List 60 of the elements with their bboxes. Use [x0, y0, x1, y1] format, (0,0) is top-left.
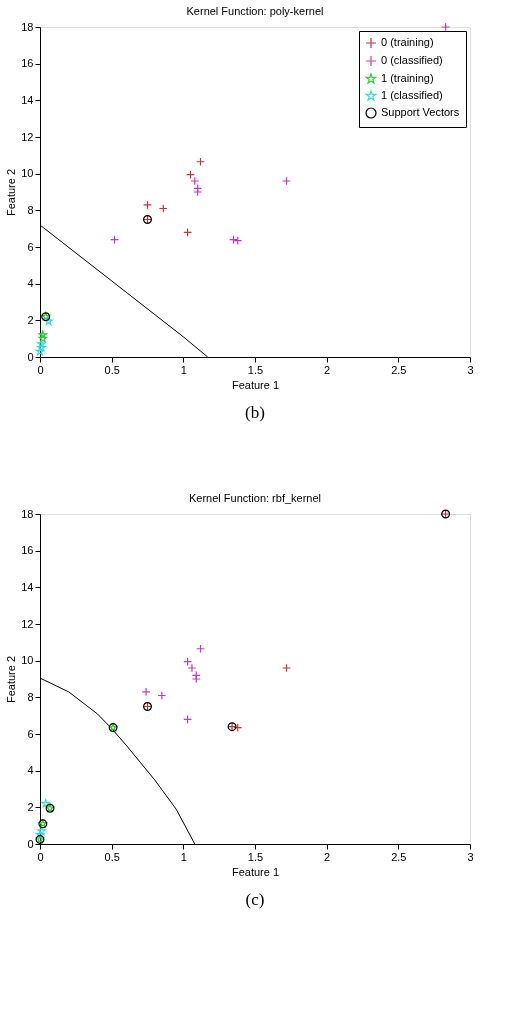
point	[41, 799, 51, 808]
point	[38, 334, 48, 343]
y-tick-label: 8	[27, 203, 34, 216]
y-tick-label: 6	[27, 727, 34, 740]
y-tick-label: 6	[27, 240, 34, 253]
x-tick-label: 1	[180, 363, 187, 376]
x-tick-label: 1	[180, 850, 187, 863]
legend-label: 0 (training)	[381, 36, 434, 48]
legend-label: Support Vectors	[381, 106, 460, 118]
legend-label: 0 (classified)	[381, 54, 443, 66]
y-tick-label: 10	[21, 654, 34, 667]
chart-title: Kernel Function: rbf_kernel	[188, 491, 322, 504]
x-tick-label: 1.5	[247, 363, 264, 376]
point	[44, 316, 53, 325]
y-tick-label: 18	[21, 507, 34, 520]
y-tick-label: 12	[21, 617, 34, 630]
legend-label: 1 (classified)	[381, 89, 443, 101]
point	[282, 176, 292, 186]
text: (c)	[245, 890, 265, 909]
point	[141, 687, 151, 697]
y-tick-label: 18	[21, 20, 34, 33]
point	[38, 330, 48, 339]
chart-title: Kernel Function: poly-kernel	[186, 4, 324, 17]
y-tick-label: 10	[21, 167, 34, 180]
y-tick-label: 0	[27, 350, 34, 363]
y-tick-label: 16	[21, 544, 34, 557]
y-tick-label: 14	[21, 93, 34, 106]
point	[35, 830, 45, 839]
legend-label: 1 (training)	[381, 72, 434, 84]
y-tick-label: 0	[27, 837, 34, 850]
x-axis-title: Feature 1	[231, 378, 280, 391]
point	[37, 339, 46, 348]
x-tick-label: 2.5	[391, 850, 407, 863]
point	[441, 22, 451, 32]
y-axis-title: Feature 2	[5, 655, 18, 704]
point	[282, 663, 292, 673]
x-tick-label: 1.5	[247, 850, 264, 863]
text: (b)	[245, 403, 265, 422]
x-tick-label: 2	[324, 850, 331, 863]
x-tick-label: 3	[467, 850, 474, 863]
y-tick-label: 16	[21, 57, 34, 70]
x-tick-label: 0.5	[104, 363, 120, 376]
y-tick-label: 14	[21, 580, 34, 593]
point	[37, 343, 46, 352]
x-tick-label: 3	[467, 363, 474, 376]
x-axis-title: Feature 1	[231, 865, 280, 878]
y-tick-label: 12	[21, 130, 34, 143]
point	[190, 176, 200, 186]
y-tick-label: 8	[27, 690, 34, 703]
y-axis-title: Feature 2	[5, 168, 18, 217]
x-tick-label: 2	[324, 363, 331, 376]
y-tick-label: 2	[27, 313, 34, 326]
x-tick-label: 0.5	[104, 850, 120, 863]
point	[37, 826, 46, 835]
y-tick-label: 2	[27, 800, 34, 813]
y-tick-label: 4	[27, 277, 34, 290]
y-tick-label: 4	[27, 764, 34, 777]
x-tick-label: 2.5	[391, 363, 407, 376]
x-tick-label: 0	[37, 850, 44, 863]
x-tick-label: 0	[37, 363, 44, 376]
